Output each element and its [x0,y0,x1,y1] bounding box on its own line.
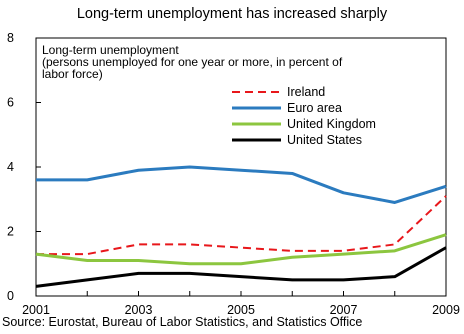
chart-title: Long-term unemployment has increased sha… [76,6,388,22]
x-tick-label: 2001 [22,303,50,317]
y-tick-label: 4 [7,160,14,174]
legend-label: Ireland [287,85,325,99]
series-line-united-kingdom [35,233,447,266]
legend: Ireland Euro area United Kingdom United Sta… [232,85,376,147]
series-line-ireland [36,195,447,256]
y-tick-label: 2 [7,225,14,239]
x-tick-label: 2005 [227,303,255,317]
y-tick-label: 0 [7,289,14,303]
note-line: labor force) [42,67,103,81]
note-line: (persons unemployed for one year or more… [42,55,343,69]
x-tick-label: 2009 [432,303,460,317]
note-line: Long-term unemployment [42,43,179,57]
chart-note: Long-term unemployment(persons unemploye… [42,43,343,81]
series-layer [35,165,447,288]
y-tick-label: 8 [7,31,14,45]
series-line-euro-area [36,165,447,204]
legend-label: United States [287,133,362,147]
legend-label: United Kingdom [287,117,376,131]
x-tick-label: 2007 [330,303,358,317]
source-note: Source: Eurostat, Bureau of Labor Statis… [2,315,363,329]
axes: 0 2 4 6 8 2001 2003 2005 2007 2009 [7,31,460,317]
series-line-united-states [35,246,447,288]
y-tick-label: 6 [7,96,14,110]
x-tick-label: 2003 [125,303,153,317]
legend-label: Euro area [287,101,342,115]
